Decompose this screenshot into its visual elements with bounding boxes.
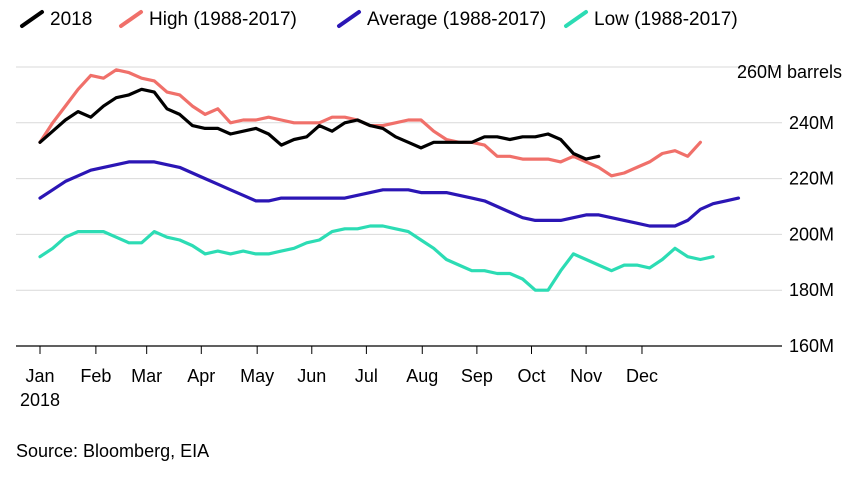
x-axis: Jan 2018 Feb Mar Apr May Jun Jul Aug Sep Oct Nov Dec — [16, 345, 782, 410]
y-tick-label: 180M — [789, 280, 834, 300]
x-tick-label: Aug — [406, 366, 438, 386]
x-tick-label: Sep — [461, 366, 493, 386]
legend: 2018 High (1988-2017) Average (1988-2017) L… — [20, 9, 738, 30]
x-tick-label: May — [240, 366, 274, 386]
y-tick-label: 160M — [789, 336, 834, 356]
legend-swatch — [564, 10, 588, 28]
legend-label: Average (1988-2017) — [367, 9, 546, 30]
x-tick-sublabel: 2018 — [20, 390, 60, 410]
x-tick-label: Feb — [80, 366, 111, 386]
x-tick-label: Jan — [25, 366, 54, 386]
legend-item-2018: 2018 — [20, 9, 92, 30]
legend-item-low-1988-2017: Low (1988-2017) — [564, 9, 738, 30]
series-line-low-1988-2017 — [38, 224, 715, 292]
legend-swatch — [337, 10, 361, 28]
x-tick-label: Jul — [355, 366, 378, 386]
series-lines — [38, 68, 741, 292]
y-tick-label: 200M — [789, 224, 834, 244]
legend-item-average-1988-2017: Average (1988-2017) — [337, 9, 546, 30]
y-tick-label: 240M — [789, 113, 834, 133]
x-tick-label: Jun — [297, 366, 326, 386]
source-note: Source: Bloomberg, EIA — [16, 441, 209, 461]
grid-lines — [16, 66, 782, 291]
x-tick-label: Nov — [570, 366, 602, 386]
legend-item-high-1988-2017: High (1988-2017) — [119, 9, 297, 30]
x-tick-label: Apr — [187, 366, 215, 386]
legend-swatch — [20, 10, 44, 28]
legend-label: 2018 — [50, 9, 92, 30]
legend-label: High (1988-2017) — [149, 9, 297, 30]
series-line-2018 — [38, 87, 601, 161]
x-tick-label: Oct — [517, 366, 545, 386]
legend-swatch — [119, 10, 143, 28]
x-tick-label: Mar — [131, 366, 162, 386]
y-axis: 160M 180M 200M 220M 240M — [789, 113, 834, 356]
x-tick-label: Dec — [626, 366, 658, 386]
y-axis-unit-label: 260M barrels — [737, 62, 842, 82]
legend-label: Low (1988-2017) — [594, 9, 738, 30]
y-tick-label: 220M — [789, 169, 834, 189]
series-line-average-1988-2017 — [38, 160, 741, 228]
